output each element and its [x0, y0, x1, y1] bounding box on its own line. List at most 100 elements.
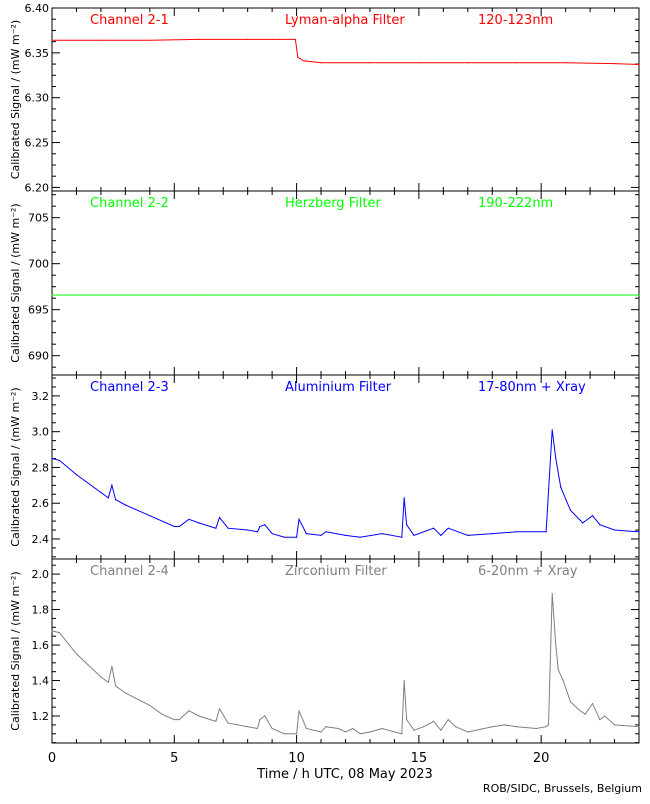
data-point [114, 685, 117, 687]
data-point [149, 515, 151, 517]
data-point [218, 708, 221, 710]
data-point [491, 533, 493, 535]
data-point [467, 534, 469, 536]
data-point [613, 63, 616, 65]
data-point [75, 653, 78, 655]
y-tick-label: 695 [28, 304, 49, 317]
filter-label: Lyman-alpha Filter [285, 13, 405, 28]
y-axis-label: Calibrated Signal / (mW m⁻²) [9, 571, 22, 730]
data-point [638, 531, 640, 533]
data-point [198, 294, 200, 296]
data-point [638, 726, 640, 728]
data-point [638, 63, 640, 66]
data-point [264, 524, 266, 526]
data-point [107, 681, 109, 683]
data-point [58, 459, 60, 461]
data-point [584, 713, 586, 715]
band-label: 17-80nm + Xray [478, 380, 586, 395]
panel-frame [51, 190, 640, 376]
data-point [215, 720, 217, 722]
y-tick-label: 1.4 [32, 675, 50, 688]
data-point [582, 522, 584, 524]
data-point [256, 727, 259, 730]
data-point [491, 726, 493, 728]
data-point [111, 484, 113, 486]
data-point [215, 527, 217, 529]
x-tick-label: 5 [170, 751, 178, 766]
data-point [161, 713, 163, 715]
series-line-3 [51, 429, 640, 538]
y-tick-label: 2.0 [32, 568, 50, 581]
y-tick-label: 3.2 [32, 390, 50, 403]
data-point [344, 731, 347, 733]
data-point [560, 486, 562, 488]
data-point [271, 38, 273, 40]
data-point [555, 644, 557, 646]
y-tick-label: 1.2 [32, 710, 50, 723]
data-point [359, 733, 361, 735]
data-point [264, 715, 266, 717]
data-point [51, 39, 53, 41]
data-point [283, 733, 285, 735]
data-point [114, 499, 117, 501]
y-tick-label: 1.6 [32, 639, 50, 652]
y-tick-label: 6.35 [25, 47, 50, 60]
data-point [124, 504, 126, 506]
data-point [591, 515, 594, 517]
y-tick-label: 2.6 [32, 497, 50, 510]
data-point [188, 518, 190, 520]
data-point [551, 592, 553, 595]
data-point [516, 62, 518, 64]
data-point [297, 56, 299, 58]
x-tick-label: 20 [533, 751, 550, 766]
y-axis-label: Calibrated Signal / (mW m⁻²) [9, 20, 22, 179]
data-point [100, 676, 102, 678]
channel-label: Channel 2-4 [90, 564, 169, 579]
channel-label: Channel 2-1 [90, 13, 169, 28]
data-point [406, 524, 408, 526]
data-point [547, 724, 550, 726]
data-point [591, 703, 594, 705]
data-point [638, 294, 640, 296]
data-point [75, 473, 78, 476]
data-point [298, 710, 300, 712]
data-point [403, 679, 405, 682]
data-point [218, 516, 221, 519]
data-point [247, 529, 249, 531]
data-point [454, 726, 457, 728]
panel-frame [51, 7, 640, 192]
data-point [227, 722, 229, 724]
data-point [325, 531, 327, 533]
data-point [283, 536, 285, 538]
x-tick-label: 15 [411, 751, 428, 766]
data-point [107, 497, 109, 499]
series-line-4 [51, 593, 640, 735]
data-point [381, 727, 383, 730]
data-point [178, 525, 180, 528]
data-point [305, 727, 307, 730]
data-point [227, 527, 229, 529]
data-point [359, 536, 361, 538]
data-point [178, 718, 180, 721]
data-point [188, 710, 190, 712]
data-point [337, 727, 339, 730]
data-point [198, 522, 200, 524]
data-point [599, 524, 601, 526]
band-label: 190-222nm [478, 196, 553, 211]
y-tick-label: 6.20 [25, 181, 50, 194]
data-point [344, 534, 347, 536]
y-tick-label: 2.8 [32, 461, 50, 474]
data-point [440, 729, 442, 731]
data-point [124, 692, 126, 694]
data-point [447, 527, 449, 529]
y-axis-label: Calibrated Signal / (mW m⁻²) [9, 387, 22, 546]
data-point [613, 529, 616, 531]
y-tick-label: 705 [28, 212, 49, 225]
data-point [247, 726, 249, 728]
data-point [305, 533, 307, 535]
data-point [516, 726, 518, 728]
data-point [467, 62, 469, 64]
data-point [604, 715, 606, 717]
band-label: 6-20nm + Xray [478, 564, 578, 579]
